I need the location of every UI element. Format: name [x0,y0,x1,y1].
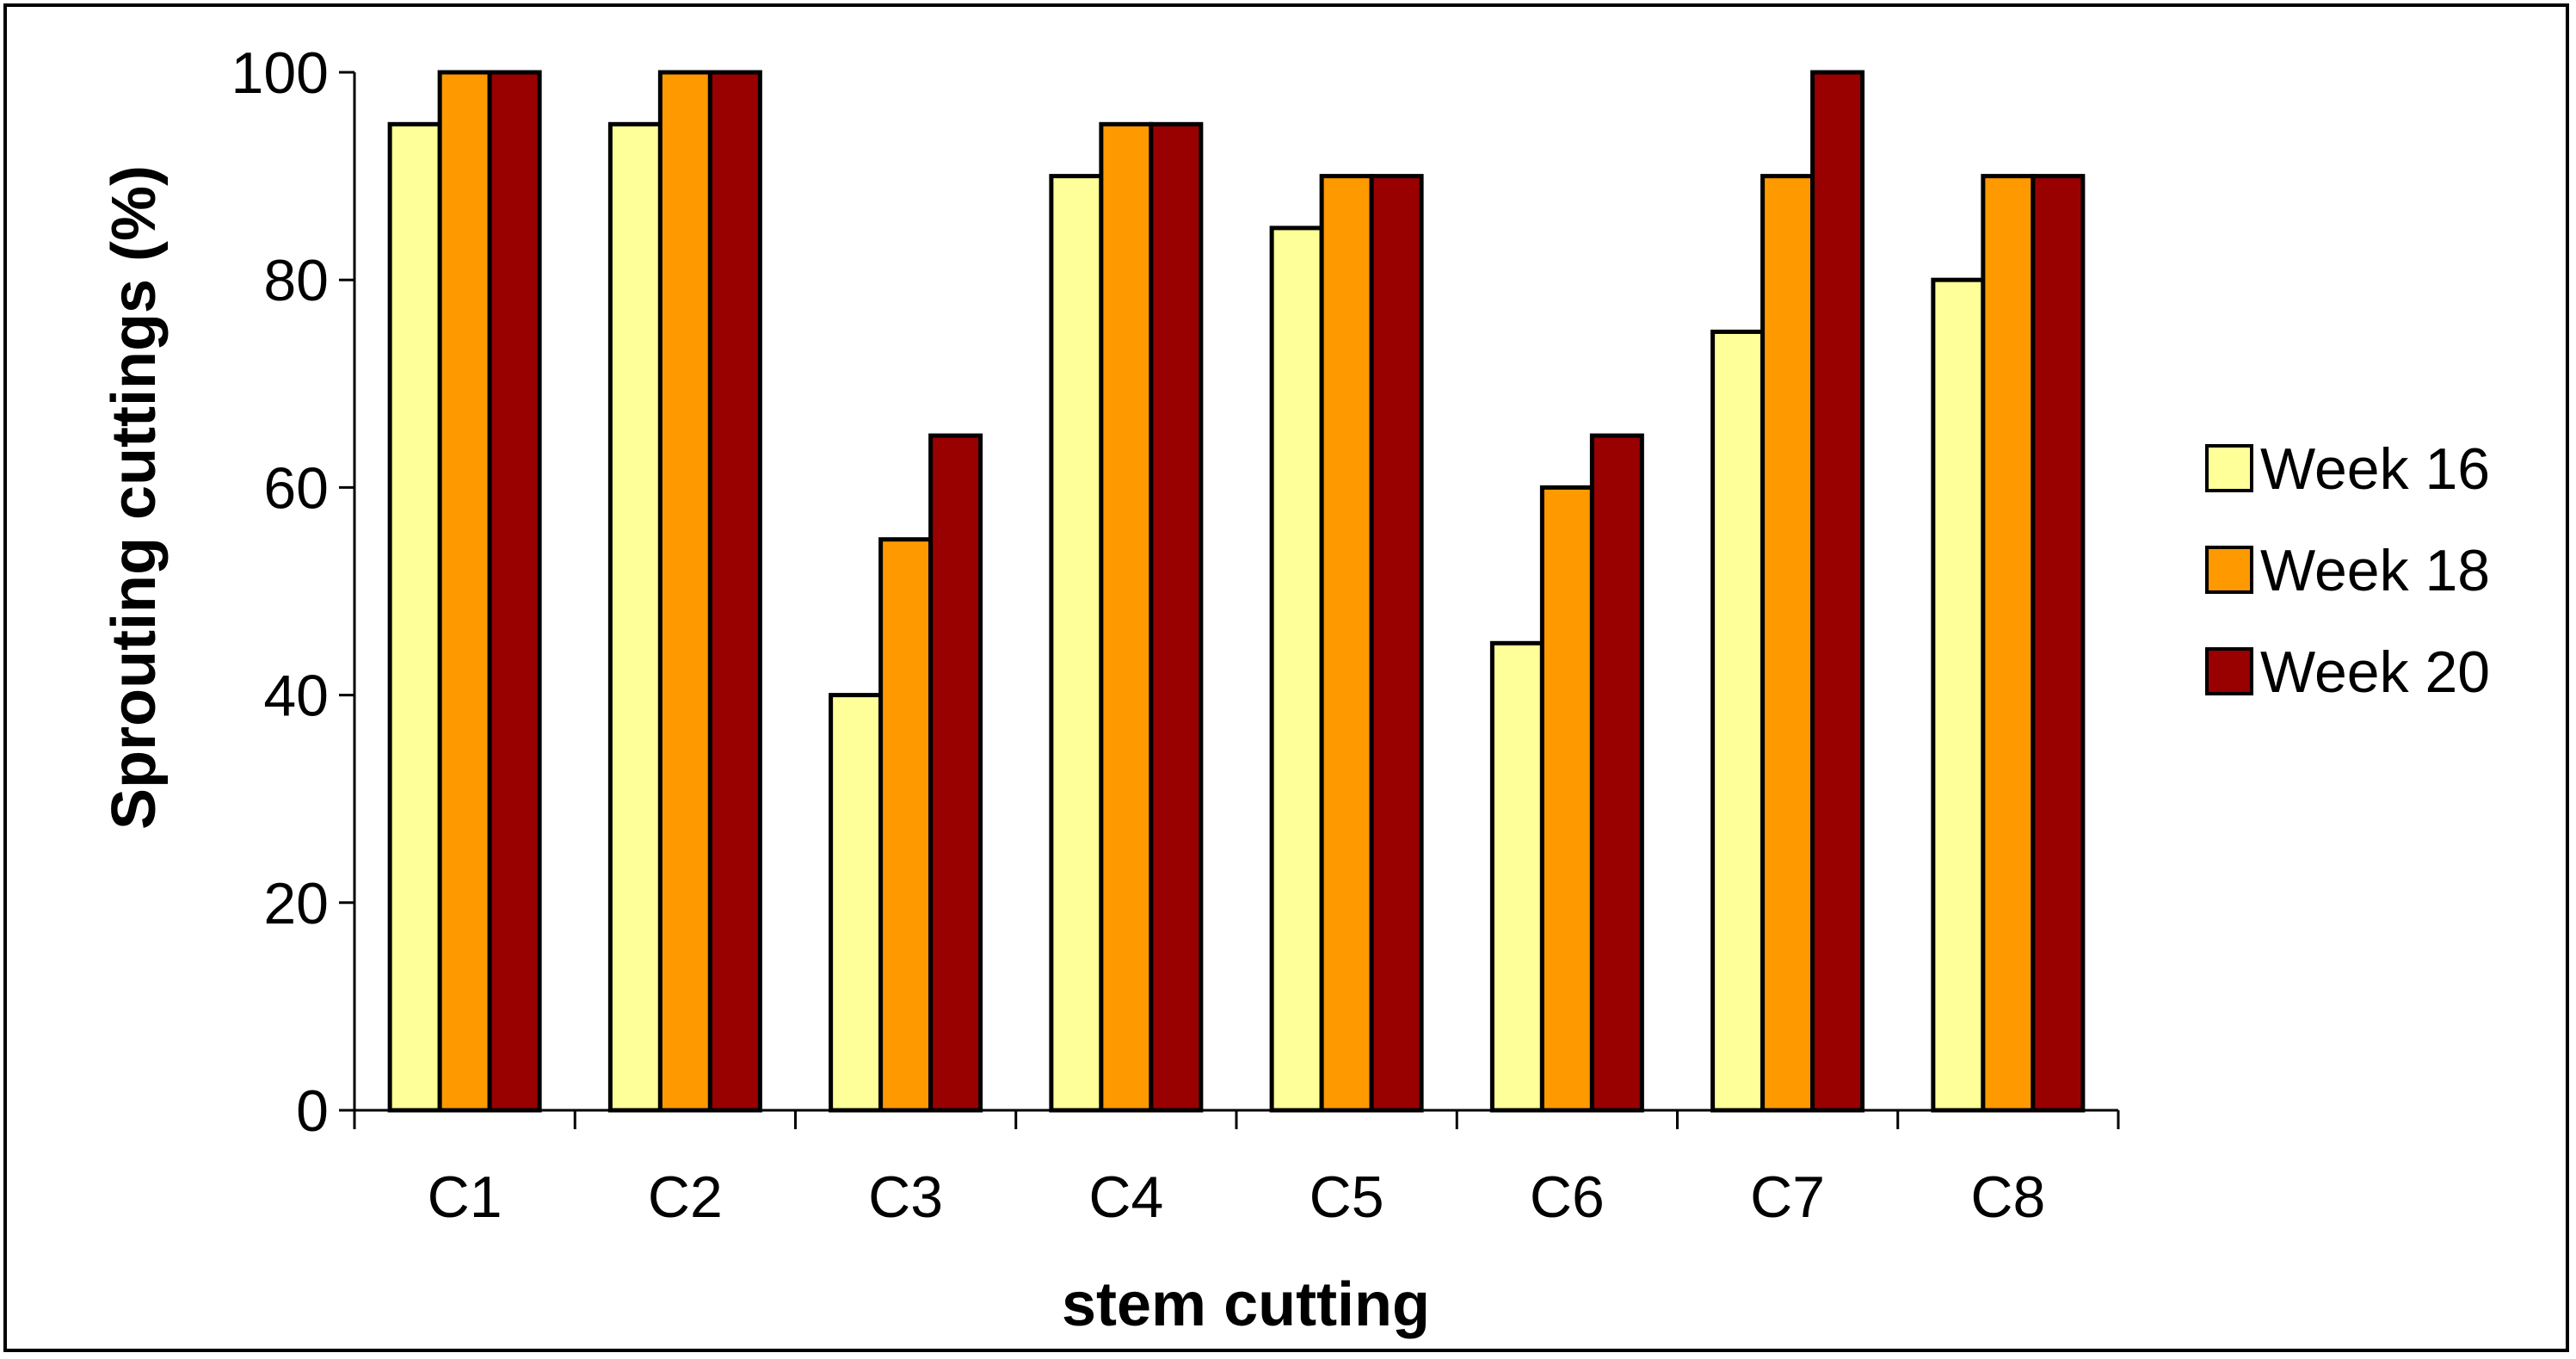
x-tick-label: C4 [1088,1164,1163,1230]
labels-layer: 0 20 40 60 80 100 C1 C2 C3 C4 C5 C6 C7 C8 [231,40,2046,1230]
axes-layer [339,71,2120,1129]
y-tick-label: 0 [296,1078,329,1144]
bar-c8-week-16 [1931,277,1986,1113]
y-tick-label: 80 [263,248,329,313]
x-tick-label: C3 [868,1164,943,1230]
bar-c4-week-18 [1099,121,1154,1113]
bar-c1-week-18 [437,70,492,1113]
bar-c7-week-18 [1760,174,1815,1113]
bar-c3-week-20 [928,433,983,1113]
chart-frame [3,3,2569,1352]
bar-c3-week-18 [878,537,934,1113]
bar-c5-week-20 [1369,174,1424,1113]
x-tick-label: C8 [1970,1164,2045,1230]
x-tick-label: C6 [1530,1164,1605,1230]
bar-c8-week-18 [1981,174,2036,1113]
bar-c6-week-18 [1539,485,1594,1113]
legend-swatch-week-18 [2205,546,2253,594]
bar-c3-week-16 [829,693,884,1113]
legend-swatch-week-20 [2205,647,2253,695]
bar-c2-week-18 [657,70,712,1113]
bar-c6-week-16 [1489,640,1544,1113]
bar-c2-week-20 [707,70,762,1113]
bars-layer [387,70,2086,1113]
y-tick-label: 40 [263,664,329,729]
y-axis-title: Sprouting cuttings (%) [100,165,169,830]
legend-swatch-week-16 [2205,444,2253,492]
legend-label: Week 18 [2260,538,2490,603]
x-tick-label: C7 [1750,1164,1825,1230]
bar-c5-week-16 [1269,225,1324,1113]
bar-c5-week-18 [1319,174,1374,1113]
bar-c2-week-16 [607,121,662,1113]
bar-c1-week-20 [487,70,542,1113]
x-tick-label: C2 [648,1164,723,1230]
y-tick-label: 20 [263,871,329,936]
bar-c4-week-16 [1049,174,1104,1113]
legend: Week 16 Week 18 Week 20 [2205,436,2490,705]
x-axis-title: stem cutting [1062,1270,1430,1339]
bar-c6-week-20 [1589,433,1644,1113]
bar-c4-week-20 [1149,121,1204,1113]
y-tick-label: 60 [263,455,329,521]
legend-label: Week 16 [2260,436,2490,502]
x-tick-label: C5 [1310,1164,1384,1230]
bar-c7-week-20 [1810,70,1865,1113]
y-tick-label: 100 [231,40,329,106]
bar-c1-week-16 [387,121,442,1113]
bar-c8-week-20 [2031,174,2086,1113]
legend-label: Week 20 [2260,639,2490,705]
bar-c7-week-16 [1710,330,1766,1113]
x-tick-label: C1 [428,1164,502,1230]
